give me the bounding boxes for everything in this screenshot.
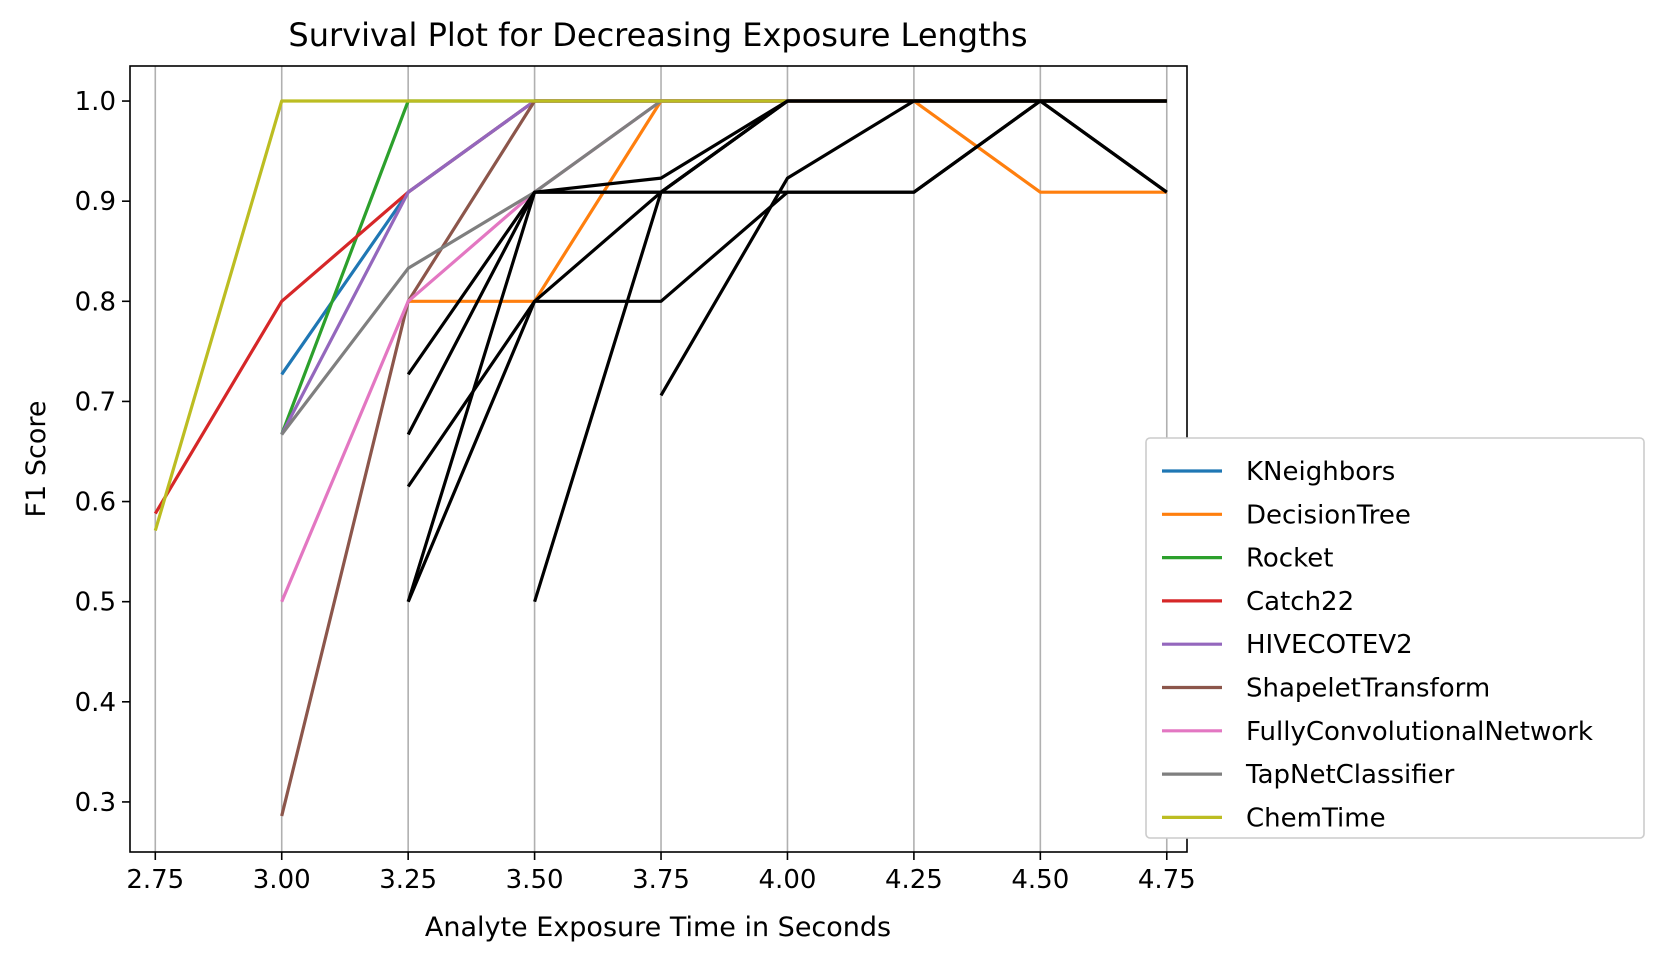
y-tick-label: 0.8 <box>75 287 116 317</box>
legend-label: ChemTime <box>1246 803 1386 833</box>
x-tick-label: 4.25 <box>885 865 943 895</box>
y-tick-label: 0.4 <box>75 688 116 718</box>
y-tick-label: 0.3 <box>75 788 116 818</box>
series-line-kneighbors <box>280 99 1167 376</box>
x-tick-label: 3.00 <box>253 865 311 895</box>
y-tick-label: 0.6 <box>75 488 116 518</box>
x-tick-label: 3.75 <box>632 865 690 895</box>
series-lines <box>153 99 1168 817</box>
legend-label: ShapeletTransform <box>1246 674 1490 704</box>
series-line-hivecotev2 <box>280 99 1167 436</box>
chart-title: Survival Plot for Decreasing Exposure Le… <box>288 16 1027 54</box>
y-tick-label: 0.9 <box>75 187 116 217</box>
series-line-tapnetclassifier <box>280 99 1167 436</box>
x-tick-label: 2.75 <box>126 865 184 895</box>
y-tick-label: 1.0 <box>75 87 116 117</box>
legend-items: KNeighbors DecisionTree Rocket Catch22 HIVEC… <box>1162 457 1593 833</box>
series-line-fullyconvolutionalnetwork <box>280 99 1167 603</box>
grid-lines <box>154 66 1168 852</box>
unlabeled-black-line <box>659 99 1167 397</box>
legend-label: FullyConvolutionalNetwork <box>1246 717 1593 747</box>
legend: KNeighbors DecisionTree Rocket Catch22 HIVEC… <box>1145 437 1645 839</box>
legend-label: Catch22 <box>1246 587 1354 617</box>
legend-box <box>1145 437 1645 839</box>
x-tick-label: 3.25 <box>379 865 437 895</box>
legend-label: DecisionTree <box>1246 500 1411 530</box>
x-axis-ticks: 2.75 3.00 3.25 3.50 3.75 4.00 4.25 4.50 4.75 <box>126 852 1196 895</box>
y-axis-ticks: 0.3 0.4 0.5 0.6 0.7 0.8 0.9 1.0 <box>75 87 130 818</box>
x-tick-label: 4.75 <box>1138 865 1196 895</box>
legend-label: KNeighbors <box>1246 457 1395 487</box>
x-tick-label: 4.00 <box>759 865 817 895</box>
series-line-rocket <box>280 99 1167 436</box>
x-tick-label: 3.50 <box>506 865 564 895</box>
x-tick-label: 4.50 <box>1011 865 1069 895</box>
legend-label: TapNetClassifier <box>1245 760 1455 790</box>
y-axis-title: F1 Score <box>21 401 52 518</box>
x-axis-title: Analyte Exposure Time in Seconds <box>425 912 891 943</box>
y-tick-label: 0.7 <box>75 387 116 417</box>
legend-label: Rocket <box>1246 544 1333 574</box>
unlabeled-black-line <box>533 99 1167 603</box>
legend-label: HIVECOTEV2 <box>1246 630 1413 660</box>
series-line-shapelettransform <box>280 99 1167 817</box>
unlabeled-black-line <box>406 99 789 376</box>
y-tick-label: 0.5 <box>75 588 116 618</box>
